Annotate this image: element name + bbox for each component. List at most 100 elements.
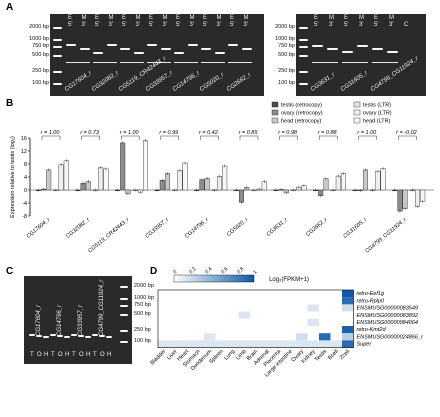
gel-band: [43, 336, 49, 338]
x-tick-label: CG32082_r: [65, 216, 92, 240]
heatmap-cell: [227, 333, 239, 341]
ladder-band: [53, 83, 62, 85]
heatmap-cell: [319, 326, 331, 334]
heatmap-cell: [181, 318, 193, 326]
heatmap-cell: [250, 326, 262, 334]
heatmap-cell: [192, 290, 204, 298]
heatmap-cell: [330, 304, 342, 312]
heatmap-cell: [169, 290, 181, 298]
heatmap-cell: [307, 290, 319, 298]
heatmap-cell: [227, 326, 239, 334]
heatmap-cell: [204, 333, 216, 341]
heatmap-cell: [238, 326, 250, 334]
bar: [363, 169, 369, 191]
lane-header: M: [189, 15, 195, 21]
lane-header: 3': [216, 22, 221, 28]
heatmap-cell: [250, 318, 262, 326]
heatmap-cell: [273, 340, 285, 348]
legend-swatch: [271, 101, 279, 108]
bar: [380, 168, 386, 191]
heatmap-cell: [192, 326, 204, 334]
heatmap-cell: [284, 290, 296, 298]
heatmap-cell: [181, 290, 193, 298]
heatmap-cell: [204, 326, 216, 334]
heatmap-cell: [169, 340, 181, 348]
lane-letter: O: [79, 352, 84, 358]
heatmap-cell: [296, 297, 308, 305]
lane-header: M: [329, 15, 334, 21]
lane-header: 3': [162, 22, 167, 28]
gel-c: CG17604_r CG14796_r CG33957_r CG4799_CG1192…: [24, 276, 132, 364]
heatmap-col-label: Bcell: [327, 349, 340, 362]
ladder-band: [299, 27, 308, 29]
gel-band: [312, 45, 323, 47]
y-axis-label: Expression relative to testis (log₂): [10, 136, 16, 218]
gene-label: CG17604_r: [36, 304, 42, 336]
y-tick-label: -4: [22, 201, 27, 207]
panel-b-letter: B: [6, 98, 14, 109]
legend-swatch: [353, 101, 361, 108]
heatmap-cell: [273, 297, 285, 305]
bar: [335, 175, 341, 191]
heatmap-cell: [238, 290, 250, 298]
bar: [222, 165, 228, 191]
gene-label: CG33957_r: [78, 304, 84, 336]
lane-header: M: [81, 15, 87, 21]
bar: [142, 140, 148, 191]
lane-header: 3': [81, 22, 86, 28]
lane-group-underline: [66, 62, 90, 63]
gel-band: [357, 45, 368, 47]
heatmap-cell: [296, 333, 308, 341]
bar: [402, 189, 408, 210]
ladder-band: [120, 341, 128, 343]
heatmap-cell: [250, 297, 262, 305]
bar: [204, 178, 210, 191]
heatmap-cell: [330, 311, 342, 319]
heatmap-cell: [158, 290, 170, 298]
heatmap-cell: [158, 304, 170, 312]
ladder-label: 750 bp: [134, 302, 151, 308]
ladder-label: 250 bp: [32, 68, 49, 74]
lane-header: 5': [374, 22, 379, 28]
heatmap-cell: [238, 340, 250, 348]
heatmap-cell: [342, 290, 354, 298]
panel-d-letter: D: [150, 266, 158, 277]
heatmap-cell: [284, 318, 296, 326]
heatmap-cell: [296, 290, 308, 298]
heatmap-cell: [215, 318, 227, 326]
r-value: r = 0.98: [278, 130, 298, 136]
lane-header: 3': [108, 22, 113, 28]
heatmap-cell: [273, 326, 285, 334]
heatmap-cell: [342, 326, 354, 334]
gel-band: [64, 336, 70, 338]
heatmap-cell: [158, 297, 170, 305]
heatmap-cell: [158, 340, 170, 348]
lane-header: M: [243, 15, 249, 21]
lane-header: 5': [344, 22, 349, 28]
gel-band: [241, 48, 252, 50]
heatmap-cell: [238, 311, 250, 319]
heatmap-cell: [261, 340, 273, 348]
heatmap-cell: [296, 326, 308, 334]
ladder-band: [53, 55, 62, 57]
lane-header: 5': [203, 22, 208, 28]
heatmap-cell: [307, 311, 319, 319]
heatmap-cell: [261, 326, 273, 334]
heatmap-cell: [204, 311, 216, 319]
heatmap-row-label: ENSMUSG00000083549: [357, 306, 418, 312]
gene-label: CG32082_r: [91, 70, 120, 93]
colorbar-tick: 0.2: [188, 266, 197, 275]
colorbar-title: Log₂(FPKM+1): [269, 277, 309, 283]
ladder-band: [53, 39, 62, 41]
heatmap-cell: [307, 297, 319, 305]
lane-header: 3': [389, 22, 394, 28]
heatmap-cell: [169, 318, 181, 326]
heatmap-cell: [342, 318, 354, 326]
legend-swatch: [353, 109, 361, 116]
ladder-band: [299, 71, 308, 73]
y-tick-label: 12: [21, 149, 27, 155]
heatmap-cell: [227, 297, 239, 305]
heatmap-cell: [181, 333, 193, 341]
heatmap-cell: [307, 318, 319, 326]
heatmap-cell: [307, 340, 319, 348]
